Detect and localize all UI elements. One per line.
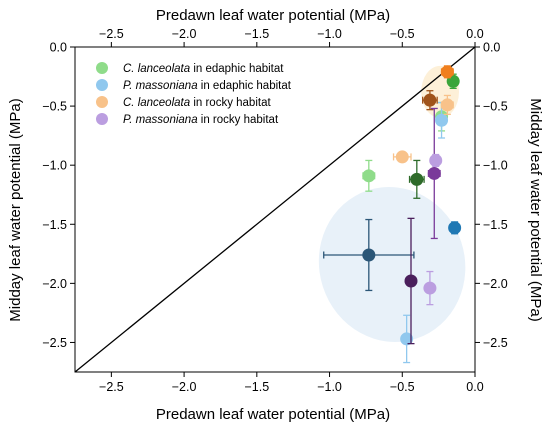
legend-label: C. lanceolata in edaphic habitat — [123, 63, 284, 75]
legend-species: P. massoniana — [123, 80, 198, 92]
y-tick-label-right: −2.5 — [483, 336, 508, 350]
legend-entry: P. massoniana in edaphic habitat — [96, 79, 292, 92]
data-point — [448, 221, 462, 235]
legend-entry: P. massoniana in rocky habitat — [96, 113, 279, 126]
highlight-regions — [318, 65, 466, 342]
y-tick-label-right: 0.0 — [483, 41, 500, 55]
data-point — [323, 218, 415, 292]
legend-habitat: in rocky habitat — [198, 114, 279, 126]
point-marker — [410, 172, 424, 186]
highlight-region-2 — [318, 186, 466, 342]
point-marker — [400, 332, 414, 346]
x-axis-top-title: Predawn leaf water potential (MPa) — [156, 7, 390, 24]
legend-habitat: in edaphic habitat — [190, 63, 284, 75]
legend-marker — [96, 96, 108, 108]
data-point — [440, 65, 454, 79]
point-marker — [440, 98, 454, 112]
legend-label: C. lanceolata in rocky habitat — [123, 97, 271, 109]
plot-frame — [74, 46, 476, 373]
x-tick-label-top: −2.0 — [172, 27, 197, 41]
x-tick-label-bottom: −0.5 — [390, 380, 415, 394]
data-point — [440, 94, 454, 116]
y-tick-label-left: −2.5 — [42, 336, 67, 350]
series-4 — [404, 107, 443, 345]
legend-marker — [96, 62, 108, 74]
y-tick-label-left: 0.0 — [50, 41, 67, 55]
legend-marker — [96, 79, 108, 91]
x-tick-label-bottom: −1.0 — [317, 380, 342, 394]
y-tick-label-left: −1.0 — [42, 159, 67, 173]
data-point — [408, 159, 425, 199]
data-point — [421, 90, 438, 111]
x-tick-label-top: −0.5 — [390, 27, 415, 41]
y-tick-label-left: −2.0 — [42, 277, 67, 291]
y-axis-left-title: Midday leaf water potential (MPa) — [7, 98, 24, 321]
data-point — [423, 270, 437, 306]
x-tick-label-bottom: 0.0 — [466, 380, 483, 394]
y-tick-label-left: −1.5 — [42, 218, 67, 232]
data-point — [404, 217, 418, 345]
y-tick-label-right: −1.5 — [483, 218, 508, 232]
point-marker — [362, 248, 376, 262]
x-axis-top-ticks: −2.5 −2.0 −1.5 −1.0 −0.5 0.0 — [99, 27, 484, 47]
x-tick-label-bottom: −1.5 — [244, 380, 269, 394]
legend-habitat: in edaphic habitat — [198, 80, 292, 92]
legend-species: P. massoniana — [123, 114, 198, 126]
point-marker — [395, 150, 409, 164]
x-tick-label-top: 0.0 — [466, 27, 483, 41]
point-marker — [427, 166, 441, 180]
y-axis-right-ticks: −2.5 −2.0 −1.5 −1.0 −0.5 0.0 — [475, 41, 508, 350]
x-axis-bottom-ticks: −2.5 −2.0 −1.5 −1.0 −0.5 0.0 — [99, 372, 484, 394]
legend-species: C. lanceolata — [123, 97, 190, 109]
legend-label: P. massoniana in rocky habitat — [123, 114, 279, 126]
legend-entry: C. lanceolata in edaphic habitat — [96, 62, 284, 75]
point-marker — [362, 169, 376, 183]
x-tick-label-bottom: −2.5 — [99, 380, 124, 394]
legend-species: C. lanceolata — [123, 63, 190, 75]
data-point — [362, 159, 376, 192]
point-marker — [423, 93, 437, 107]
y-tick-label-right: −1.0 — [483, 159, 508, 173]
y-tick-label-right: −2.0 — [483, 277, 508, 291]
legend-label: P. massoniana in edaphic habitat — [123, 80, 292, 92]
x-axis-bottom-title: Predawn leaf water potential (MPa) — [156, 406, 390, 423]
y-axis-right-title: Midday leaf water potential (MPa) — [527, 98, 544, 321]
data-point — [427, 107, 441, 240]
point-marker — [423, 281, 437, 295]
series-3 — [392, 65, 454, 164]
legend-marker — [96, 113, 108, 125]
legend-entry: C. lanceolata in rocky habitat — [96, 96, 271, 109]
data-points — [323, 65, 462, 364]
y-tick-label-left: −0.5 — [42, 100, 67, 114]
x-tick-label-top: −1.0 — [317, 27, 342, 41]
y-tick-label-right: −0.5 — [483, 100, 508, 114]
point-marker — [440, 65, 454, 79]
data-point — [400, 314, 414, 364]
data-point — [392, 150, 412, 164]
point-marker — [429, 153, 443, 167]
x-tick-label-top: −1.5 — [244, 27, 269, 41]
point-marker — [404, 274, 418, 288]
x-tick-label-top: −2.5 — [99, 27, 124, 41]
point-marker — [435, 113, 449, 127]
data-point — [429, 153, 443, 168]
reference-line-one-to-one — [74, 46, 476, 373]
series-2 — [323, 101, 462, 364]
point-marker — [448, 221, 462, 235]
legend-habitat: in rocky habitat — [190, 97, 271, 109]
x-tick-label-bottom: −2.0 — [172, 380, 197, 394]
y-axis-left-ticks: −2.5 −2.0 −1.5 −1.0 −0.5 0.0 — [42, 41, 75, 350]
